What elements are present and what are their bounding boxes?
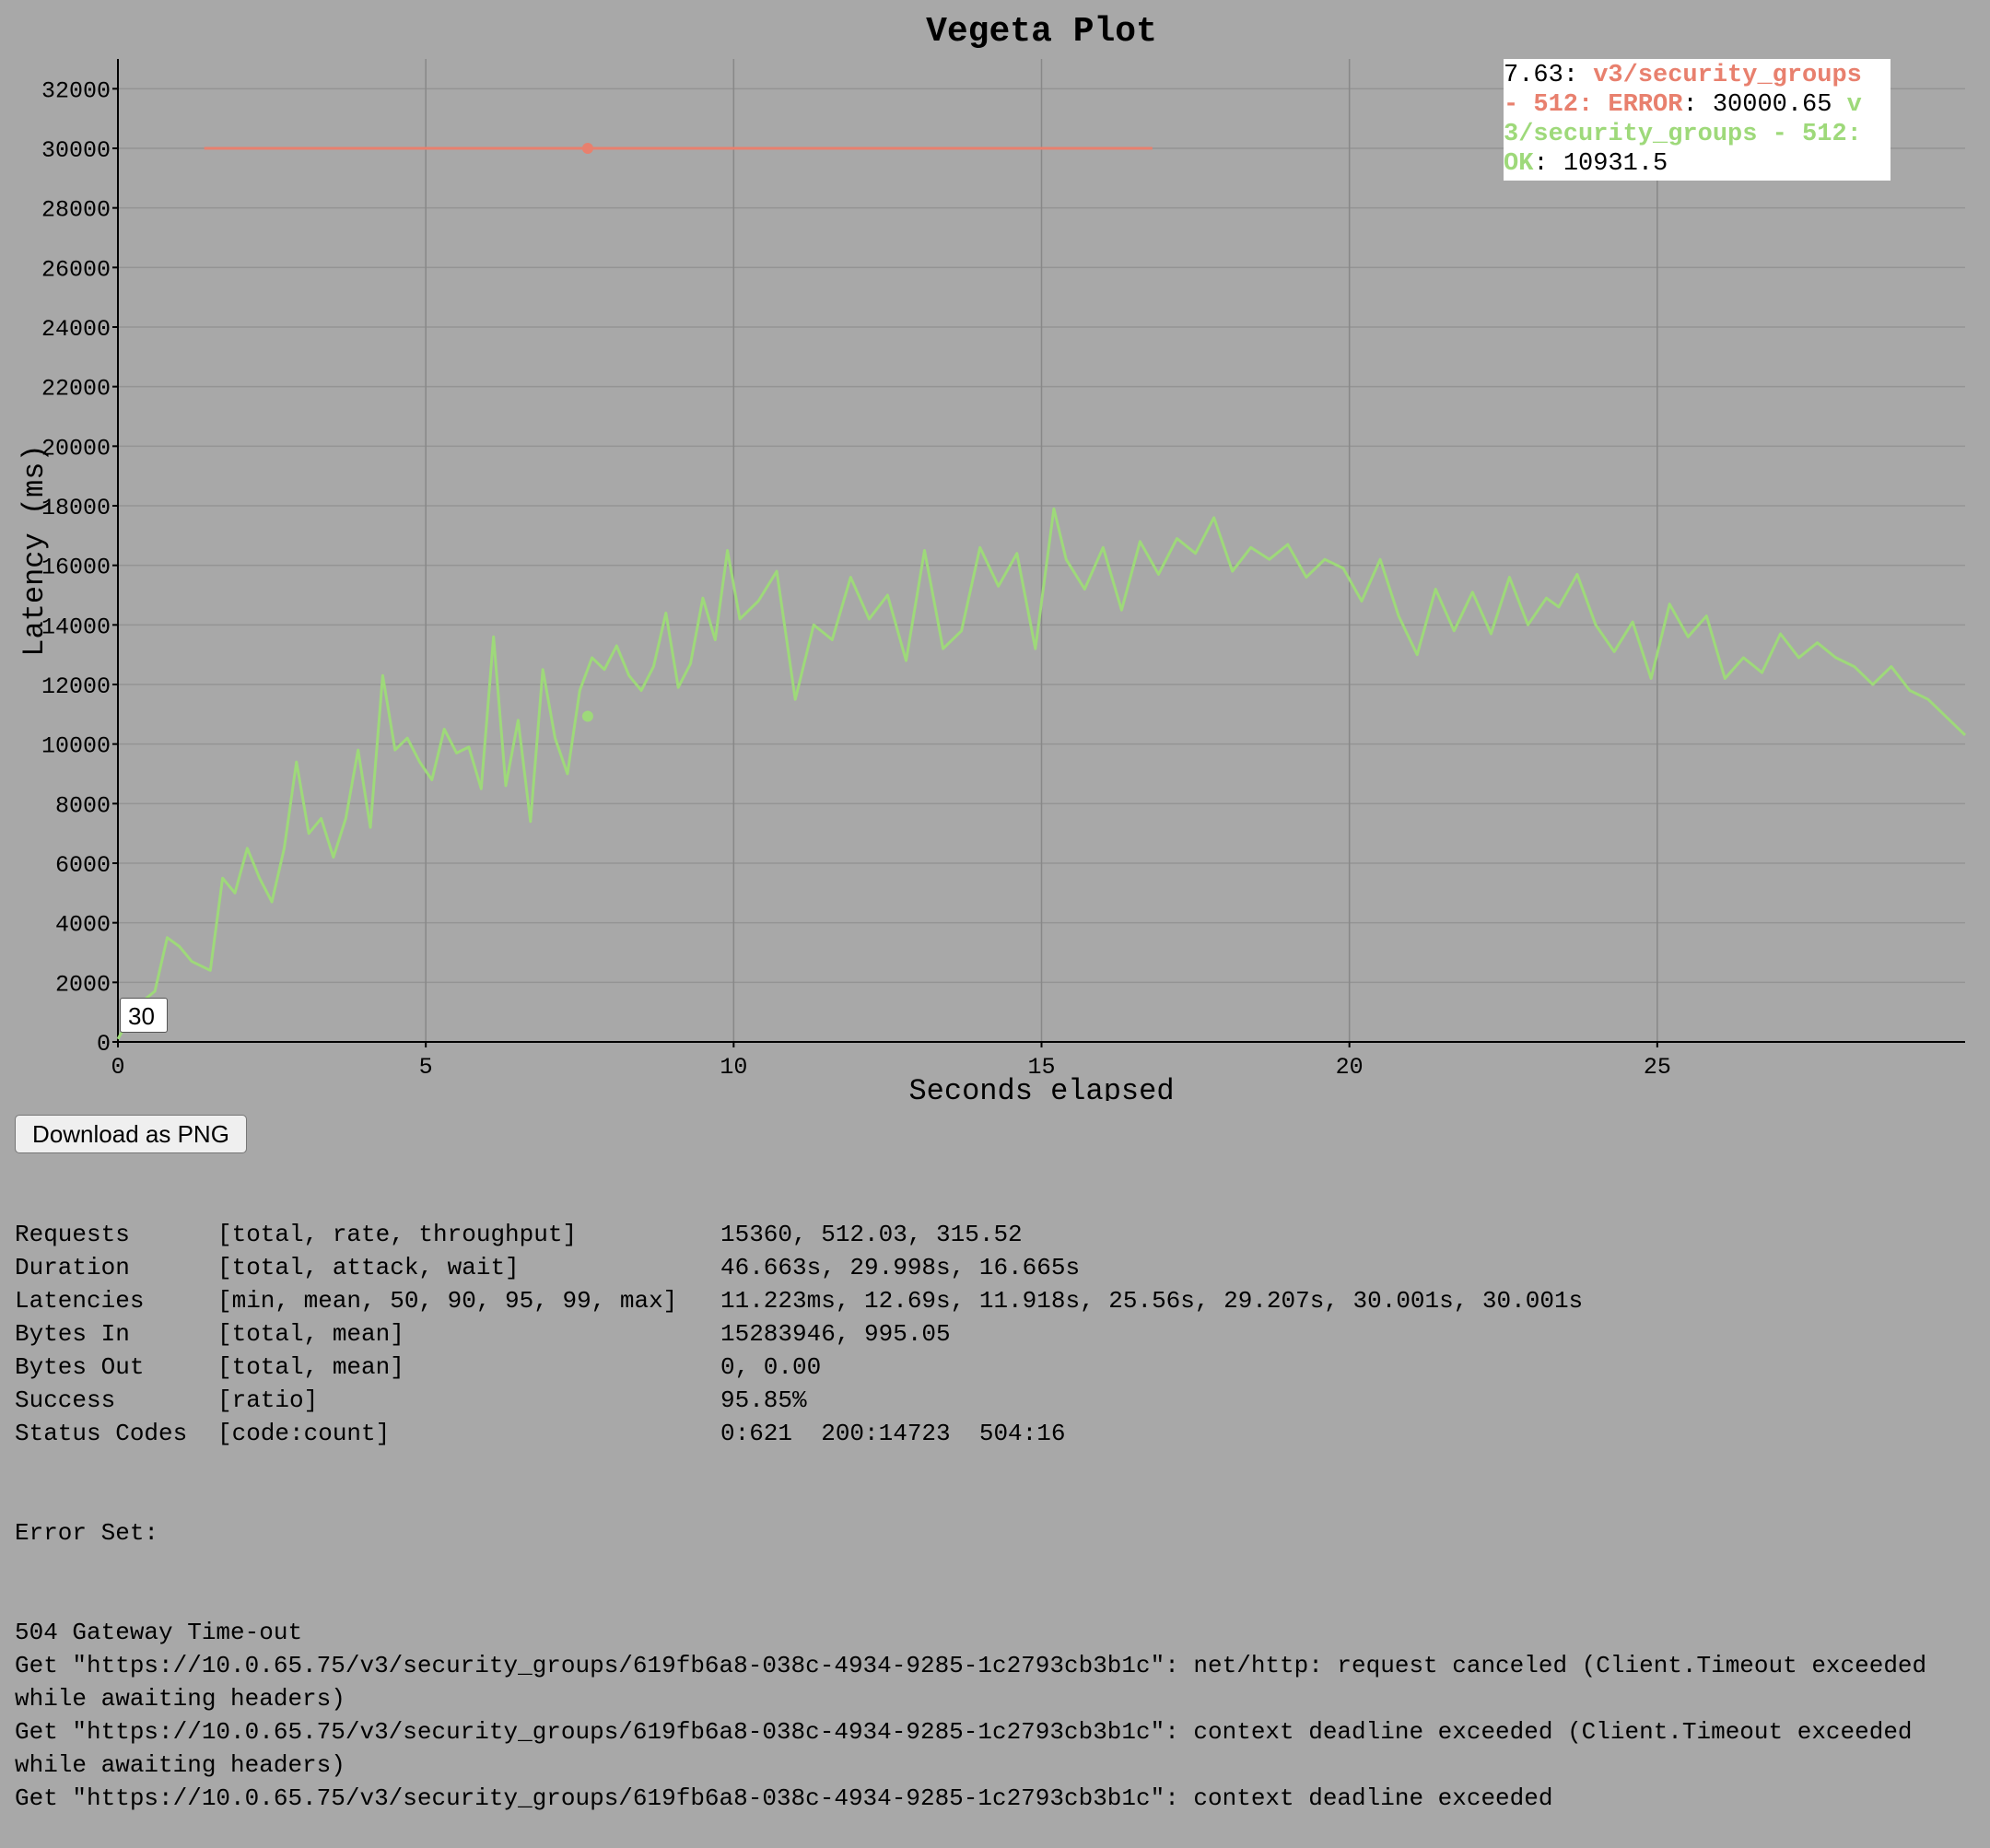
metric-fields: [total, attack, wait] bbox=[217, 1254, 520, 1281]
x-tick-label: 15 bbox=[1027, 1054, 1055, 1081]
legend-error-value: 30000.65 bbox=[1712, 91, 1832, 119]
roll-period-input[interactable]: 30 bbox=[120, 998, 168, 1033]
report-row: Requests [total, rate, throughput] 15360, … bbox=[15, 1218, 1981, 1251]
ok-series-line bbox=[116, 507, 1967, 1040]
metric-fields: [total, mean] bbox=[217, 1353, 404, 1381]
error-list: 504 Gateway Time-out Get "https://10.0.65… bbox=[15, 1616, 1981, 1815]
vegeta-report: Requests [total, rate, throughput] 15360, … bbox=[15, 1152, 1981, 1848]
metric-values: 0:621 200:14723 504:16 bbox=[720, 1420, 1066, 1447]
metric-fields: [ratio] bbox=[217, 1386, 319, 1414]
error-line: while awaiting headers) bbox=[15, 1751, 345, 1779]
y-tick-label: 28000 bbox=[41, 197, 111, 224]
metric-values: 95.85% bbox=[720, 1386, 807, 1414]
y-tick-label: 32000 bbox=[41, 77, 111, 104]
y-tick-label: 20000 bbox=[41, 435, 111, 462]
metric-values: 0, 0.00 bbox=[720, 1353, 822, 1381]
y-tick-label: 10000 bbox=[41, 733, 111, 760]
error-line: Get "https://10.0.65.75/v3/security_grou… bbox=[15, 1652, 1927, 1679]
report-row: Bytes In [total, mean] 15283946, 995.05 bbox=[15, 1317, 1981, 1351]
metric-name: Bytes Out bbox=[15, 1353, 145, 1381]
y-tick-label: 14000 bbox=[41, 614, 111, 640]
report-row: Duration [total, attack, wait] 46.663s, 29… bbox=[15, 1251, 1981, 1284]
chart-area: 0 2000 4000 6000 8000 10000 12000 14000 16000 180… bbox=[18, 12, 1967, 1101]
y-tick-label: 22000 bbox=[41, 376, 111, 403]
metric-name: Success bbox=[15, 1386, 116, 1414]
metric-name: Duration bbox=[15, 1254, 130, 1281]
y-tick-label: 24000 bbox=[41, 316, 111, 343]
y-tick-label: 26000 bbox=[41, 256, 111, 283]
ok-highlight-point bbox=[581, 710, 593, 722]
y-tick-label: 30000 bbox=[41, 137, 111, 164]
report-row: Bytes Out [total, mean] 0, 0.00 bbox=[15, 1351, 1981, 1384]
x-axis-label: Seconds elapsed bbox=[908, 1074, 1174, 1101]
metric-values: 46.663s, 29.998s, 16.665s bbox=[720, 1254, 1081, 1281]
error-line: Get "https://10.0.65.75/v3/security_grou… bbox=[15, 1718, 1913, 1746]
metric-fields: [code:count] bbox=[217, 1420, 391, 1447]
legend-ok-value: 10931.5 bbox=[1563, 150, 1668, 178]
report-row: Latencies [min, mean, 50, 90, 95, 99, max… bbox=[15, 1284, 1981, 1317]
x-tick-label: 10 bbox=[720, 1054, 747, 1081]
legend-error-series-label: v3/security_groups - 512: ERROR bbox=[1504, 62, 1862, 119]
y-tick-label: 4000 bbox=[55, 912, 111, 939]
download-png-button[interactable]: Download as PNG bbox=[15, 1115, 247, 1153]
y-tick-label: 0 bbox=[97, 1031, 111, 1058]
legend-ok-series-label: v3/security_groups - 512: OK bbox=[1504, 91, 1862, 178]
metric-name: Status Codes bbox=[15, 1420, 188, 1447]
chart-legend: 7.63: v3/security_groups - 512: ERROR: 3… bbox=[1504, 59, 1890, 181]
error-set-heading: Error Set: bbox=[15, 1519, 159, 1547]
y-axis-label: Latency (ms) bbox=[18, 444, 52, 656]
x-tick-label: 0 bbox=[111, 1054, 124, 1081]
report-metrics: Requests [total, rate, throughput] 15360, … bbox=[15, 1218, 1981, 1450]
metric-values: 15360, 512.03, 315.52 bbox=[720, 1221, 1023, 1248]
chart-title: Vegeta Plot bbox=[926, 12, 1157, 52]
metric-fields: [total, rate, throughput] bbox=[217, 1221, 578, 1248]
x-tick-label: 25 bbox=[1644, 1054, 1671, 1081]
report-row: Status Codes [code:count] 0:621 200:14723 … bbox=[15, 1417, 1981, 1450]
y-tick-label: 8000 bbox=[55, 792, 111, 819]
y-tick-label: 16000 bbox=[41, 555, 111, 581]
y-tick-label: 12000 bbox=[41, 673, 111, 700]
y-tick-label: 6000 bbox=[55, 852, 111, 879]
error-line: Get "https://10.0.65.75/v3/security_grou… bbox=[15, 1784, 1553, 1812]
error-line: while awaiting headers) bbox=[15, 1685, 345, 1713]
metric-values: 11.223ms, 12.69s, 11.918s, 25.56s, 29.20… bbox=[720, 1287, 1584, 1315]
error-line: 504 Gateway Time-out bbox=[15, 1619, 303, 1646]
report-row: Success [ratio] 95.85% bbox=[15, 1384, 1981, 1417]
metric-name: Bytes In bbox=[15, 1320, 130, 1348]
y-tick-label: 2000 bbox=[55, 971, 111, 998]
x-tick-label: 5 bbox=[419, 1054, 433, 1081]
x-tick-label: 20 bbox=[1336, 1054, 1364, 1081]
vegeta-chart: 0 2000 4000 6000 8000 10000 12000 14000 16000 180… bbox=[18, 12, 1967, 1101]
metric-name: Latencies bbox=[15, 1287, 145, 1315]
metric-fields: [total, mean] bbox=[217, 1320, 404, 1348]
legend-x-value: 7.63 bbox=[1504, 62, 1563, 89]
error-highlight-point bbox=[581, 142, 593, 154]
metric-fields: [min, mean, 50, 90, 95, 99, max] bbox=[217, 1287, 678, 1315]
metric-name: Requests bbox=[15, 1221, 130, 1248]
metric-values: 15283946, 995.05 bbox=[720, 1320, 951, 1348]
y-tick-label: 18000 bbox=[41, 495, 111, 521]
